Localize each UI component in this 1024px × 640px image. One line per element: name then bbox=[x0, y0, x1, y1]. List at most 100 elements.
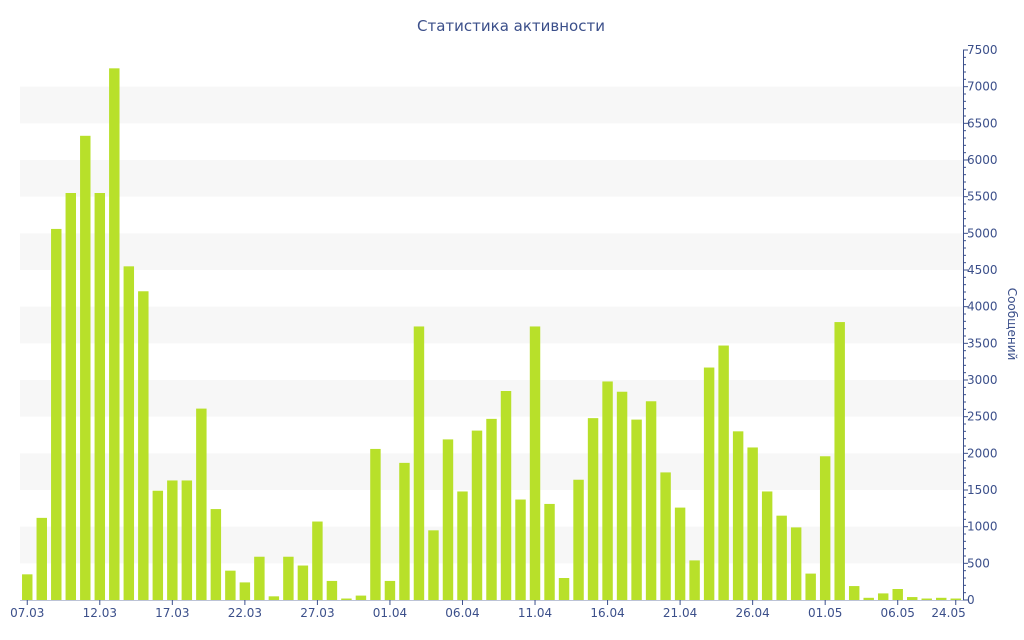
y-tick-label: 3000 bbox=[967, 373, 998, 387]
y-tick-label: 6500 bbox=[967, 116, 998, 130]
grid-bands bbox=[20, 86, 963, 564]
x-tick-label: 21.04 bbox=[663, 606, 697, 620]
bar bbox=[138, 291, 149, 600]
chart-title: Статистика активности bbox=[417, 17, 605, 35]
bar bbox=[573, 479, 584, 600]
bar bbox=[732, 431, 744, 600]
grid-band bbox=[20, 160, 963, 197]
x-tick-label: 16.04 bbox=[590, 606, 624, 620]
bar bbox=[776, 515, 787, 600]
bar bbox=[370, 448, 381, 600]
bar bbox=[254, 556, 265, 600]
y-tick-label: 5000 bbox=[967, 226, 998, 240]
bar bbox=[65, 193, 76, 600]
x-tick-label: 07.03 bbox=[10, 606, 44, 620]
bar bbox=[645, 401, 657, 600]
y-axis-label: Сообщений bbox=[1005, 288, 1019, 361]
grid-band bbox=[20, 86, 963, 124]
bar bbox=[892, 589, 903, 600]
x-tick-label: 22.03 bbox=[228, 606, 262, 620]
x-axis: 07.03 12.03 17.03 22.03 27.03 01.04 06.04 11.04… bbox=[10, 600, 966, 620]
bar bbox=[500, 391, 512, 600]
bar bbox=[747, 447, 758, 600]
bar bbox=[297, 565, 309, 600]
bar bbox=[602, 381, 613, 600]
bar bbox=[674, 507, 686, 600]
y-tick-label: 7000 bbox=[967, 80, 998, 94]
bar bbox=[312, 521, 323, 600]
bar bbox=[834, 322, 845, 600]
bar bbox=[36, 517, 47, 600]
bar bbox=[196, 408, 207, 600]
bar bbox=[486, 418, 497, 600]
bar bbox=[181, 480, 193, 600]
y-tick-label: 0 bbox=[967, 593, 975, 607]
bar bbox=[587, 418, 599, 600]
bar bbox=[790, 527, 802, 600]
bar bbox=[950, 598, 961, 600]
bar bbox=[558, 578, 570, 600]
bar bbox=[428, 530, 439, 600]
y-tick-label: 1500 bbox=[967, 483, 998, 497]
grid-band bbox=[20, 233, 963, 270]
y-tick-label: 7500 bbox=[967, 43, 998, 57]
y-tick-label: 2500 bbox=[967, 410, 998, 424]
bar bbox=[616, 391, 628, 600]
bar bbox=[94, 193, 106, 600]
x-tick-label: 26.04 bbox=[735, 606, 769, 620]
bar bbox=[689, 560, 700, 600]
x-tick-label: 24.05 bbox=[931, 606, 965, 620]
bar bbox=[921, 598, 932, 600]
bar bbox=[529, 326, 541, 600]
x-tick-label: 27.03 bbox=[300, 606, 334, 620]
y-tick-label: 4500 bbox=[967, 263, 998, 277]
bar bbox=[80, 135, 91, 601]
bar bbox=[703, 367, 715, 600]
y-tick-label: 4000 bbox=[967, 300, 998, 314]
bar bbox=[471, 430, 483, 600]
y-tick-label: 3500 bbox=[967, 336, 998, 350]
y-tick-label: 500 bbox=[967, 556, 990, 570]
bar bbox=[152, 490, 164, 600]
bar bbox=[326, 580, 338, 600]
x-tick-label: 11.04 bbox=[518, 606, 552, 620]
y-tick-label: 5500 bbox=[967, 190, 998, 204]
x-tick-label: 12.03 bbox=[83, 606, 117, 620]
y-axis: 0 500 1000 1500 2000 2500 3000 3500 4000 4500 5000… bbox=[963, 43, 998, 607]
x-tick-label: 01.05 bbox=[808, 606, 842, 620]
x-tick-label: 06.05 bbox=[881, 606, 915, 620]
bar bbox=[225, 570, 236, 600]
bar bbox=[283, 556, 294, 600]
bar bbox=[457, 491, 468, 600]
bar bbox=[907, 597, 918, 600]
bar bbox=[268, 596, 280, 600]
x-tick-label: 01.04 bbox=[373, 606, 407, 620]
bars-group bbox=[22, 68, 961, 601]
grid-band bbox=[20, 380, 963, 417]
bar bbox=[384, 580, 396, 600]
bar bbox=[848, 586, 860, 600]
bar bbox=[718, 345, 729, 600]
bar bbox=[515, 499, 526, 600]
bar bbox=[660, 472, 671, 600]
bar bbox=[819, 456, 831, 600]
bar bbox=[22, 574, 33, 600]
x-tick-label: 17.03 bbox=[155, 606, 189, 620]
bar bbox=[109, 68, 120, 601]
bar bbox=[399, 462, 410, 600]
y-tick-label: 2000 bbox=[967, 446, 998, 460]
bar bbox=[544, 503, 555, 600]
bar bbox=[239, 582, 251, 600]
bar bbox=[936, 597, 947, 600]
y-tick-label: 1000 bbox=[967, 520, 998, 534]
bar bbox=[805, 573, 816, 600]
bar bbox=[877, 593, 889, 600]
bar bbox=[167, 480, 178, 600]
bar bbox=[863, 597, 874, 600]
bar bbox=[355, 595, 367, 600]
bar bbox=[442, 439, 454, 600]
bar bbox=[51, 228, 62, 600]
bar bbox=[210, 509, 222, 600]
bar bbox=[413, 326, 425, 600]
